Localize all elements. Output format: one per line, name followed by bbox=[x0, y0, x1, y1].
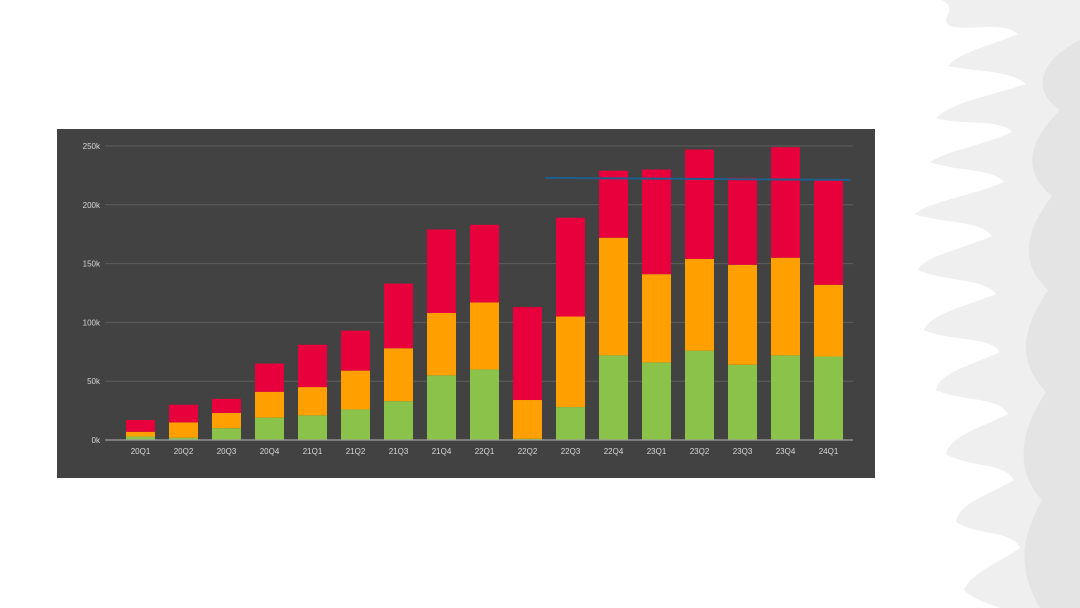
x-tick-label: 22Q2 bbox=[518, 447, 538, 456]
bar-segment-red bbox=[685, 149, 714, 259]
bar-segment-green bbox=[427, 375, 456, 440]
bar-segment-red bbox=[427, 229, 456, 313]
bar-segment-red bbox=[384, 283, 413, 349]
bar-segment-green bbox=[599, 355, 628, 440]
bar-segment-red bbox=[126, 420, 155, 432]
reference-line bbox=[545, 176, 851, 181]
bar-segment-green bbox=[212, 428, 241, 440]
bar-segment-orange bbox=[513, 400, 542, 439]
bar-segment-orange bbox=[771, 257, 800, 356]
y-tick-label: 0k bbox=[92, 436, 101, 445]
bar-segment-green bbox=[126, 436, 155, 440]
x-tick-label: 20Q4 bbox=[260, 447, 280, 456]
bar-segment-green bbox=[771, 355, 800, 440]
bar-segment-orange bbox=[298, 387, 327, 416]
bar-segment-orange bbox=[255, 391, 284, 418]
bar-segment-orange bbox=[642, 274, 671, 363]
y-tick-label: 50k bbox=[87, 377, 101, 386]
bar-segment-orange bbox=[556, 316, 585, 408]
bar-segment-red bbox=[642, 169, 671, 275]
bar-segment-red bbox=[556, 217, 585, 317]
stacked-bar-chart: 0k 50k 100k 150k 200k 250k 20Q1 20Q2 20Q3 20Q4 21Q… bbox=[57, 129, 875, 478]
bar-segment-red bbox=[814, 180, 843, 285]
x-tick-label: 20Q1 bbox=[131, 447, 151, 456]
y-tick-label: 200k bbox=[83, 201, 101, 210]
bar-segment-red bbox=[255, 363, 284, 392]
bar-segment-red bbox=[169, 404, 198, 423]
bar-segment-green bbox=[384, 401, 413, 440]
bar-segment-orange bbox=[427, 312, 456, 376]
bar-segment-red bbox=[771, 147, 800, 258]
bar-segment-green bbox=[341, 409, 370, 440]
x-tick-label: 24Q1 bbox=[819, 447, 839, 456]
bar-segment-red bbox=[728, 177, 757, 265]
x-tick-label: 23Q1 bbox=[647, 447, 667, 456]
bar-segment-green bbox=[255, 417, 284, 440]
x-tick-label: 21Q4 bbox=[432, 447, 452, 456]
chart-canvas: 0k 50k 100k 150k 200k 250k 20Q1 20Q2 20Q3 20Q4 21Q… bbox=[83, 142, 853, 456]
x-tick-label: 23Q2 bbox=[690, 447, 710, 456]
bar-segment-orange bbox=[212, 412, 241, 429]
x-tick-label: 20Q2 bbox=[174, 447, 194, 456]
x-tick-label: 21Q3 bbox=[389, 447, 409, 456]
bar-segment-red bbox=[212, 398, 241, 413]
y-tick-label: 250k bbox=[83, 142, 101, 151]
y-tick-label: 150k bbox=[83, 260, 101, 269]
bar-segment-orange bbox=[470, 302, 499, 370]
bar-segment-orange bbox=[169, 422, 198, 438]
bar-segment-red bbox=[599, 170, 628, 238]
bar-segment-green bbox=[685, 350, 714, 440]
bar-segment-green bbox=[298, 415, 327, 440]
x-tick-label: 23Q4 bbox=[776, 447, 796, 456]
x-tick-label: 21Q1 bbox=[303, 447, 323, 456]
bar-segment-orange bbox=[685, 258, 714, 351]
x-tick-label: 22Q4 bbox=[604, 447, 624, 456]
y-tick-label: 100k bbox=[83, 318, 101, 327]
bar-segment-green bbox=[642, 362, 671, 440]
x-tick-label: 23Q3 bbox=[733, 447, 753, 456]
bar-segment-green bbox=[169, 437, 198, 440]
bar-segment-red bbox=[341, 330, 370, 371]
bar-segment-green bbox=[556, 407, 585, 440]
x-tick-label: 22Q3 bbox=[561, 447, 581, 456]
bar-segment-orange bbox=[384, 348, 413, 402]
x-tick-label: 21Q2 bbox=[346, 447, 366, 456]
bar-segment-orange bbox=[814, 284, 843, 357]
bar-segment-orange bbox=[599, 237, 628, 356]
bar-segment-green bbox=[814, 356, 843, 440]
bar-segment-green bbox=[728, 364, 757, 440]
bar-segment-orange bbox=[341, 370, 370, 410]
bar-segment-orange bbox=[126, 431, 155, 437]
bar-segment-red bbox=[470, 224, 499, 303]
bar-segment-red bbox=[298, 344, 327, 388]
x-tick-label: 20Q3 bbox=[217, 447, 237, 456]
x-tick-label: 22Q1 bbox=[475, 447, 495, 456]
bar-segment-green bbox=[470, 369, 499, 440]
bar-segment-orange bbox=[728, 264, 757, 365]
bar-segment-red bbox=[513, 307, 542, 401]
